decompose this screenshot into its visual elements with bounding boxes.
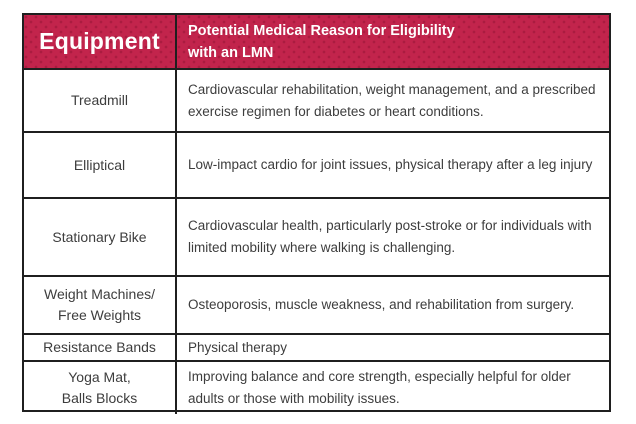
reason-text: Cardiovascular rehabilitation, weight ma… <box>188 81 596 119</box>
equipment-name-line1: Yoga Mat, <box>68 369 131 385</box>
table-header-equipment: Equipment <box>24 15 177 70</box>
table-row-stationary-bike-reason: Cardiovascular health, particularly post… <box>177 199 609 277</box>
equipment-name: Treadmill <box>70 92 129 108</box>
equipment-name-line1: Weight Machines/ <box>43 286 155 302</box>
reason-text: Improving balance and core strength, esp… <box>188 369 571 406</box>
equipment-name: Resistance Bands <box>43 339 156 355</box>
table-row-elliptical-reason: Low-impact cardio for joint issues, phys… <box>177 133 609 199</box>
table-row-yoga-mat-equipment: Yoga Mat, Balls Blocks <box>24 362 177 414</box>
table-row-stationary-bike-equipment: Stationary Bike <box>24 199 177 277</box>
reason-text: Osteoporosis, muscle weakness, and rehab… <box>188 297 575 312</box>
reason-text: Low-impact cardio for joint issues, phys… <box>188 157 593 172</box>
table-row-resistance-bands-reason: Physical therapy <box>177 335 609 362</box>
table-row-weight-machines-equipment: Weight Machines/ Free Weights <box>24 277 177 335</box>
equipment-name: Elliptical <box>73 156 126 173</box>
table-row-yoga-mat-reason: Improving balance and core strength, esp… <box>177 362 609 414</box>
table-row-treadmill-reason: Cardiovascular rehabilitation, weight ma… <box>177 70 609 133</box>
reason-text: Physical therapy <box>188 339 288 355</box>
table-header-reason: Potential Medical Reason for Eligibility… <box>177 15 609 70</box>
equipment-name: Stationary Bike <box>52 228 147 245</box>
equipment-eligibility-table: Equipment Potential Medical Reason for E… <box>22 13 611 414</box>
table-row-treadmill-equipment: Treadmill <box>24 70 177 133</box>
table-row-weight-machines-reason: Osteoporosis, muscle weakness, and rehab… <box>177 277 609 335</box>
header-equipment-label: Equipment <box>39 28 160 54</box>
table-row-resistance-bands-equipment: Resistance Bands <box>24 335 177 362</box>
reason-text: Cardiovascular health, particularly post… <box>188 218 592 255</box>
header-reason-label-line2: with an LMN <box>188 44 274 61</box>
table-row-elliptical-equipment: Elliptical <box>24 133 177 199</box>
equipment-name-line2: Balls Blocks <box>61 390 138 406</box>
equipment-name-line2: Free Weights <box>58 307 141 323</box>
header-reason-label-line1: Potential Medical Reason for Eligibility <box>188 22 455 39</box>
